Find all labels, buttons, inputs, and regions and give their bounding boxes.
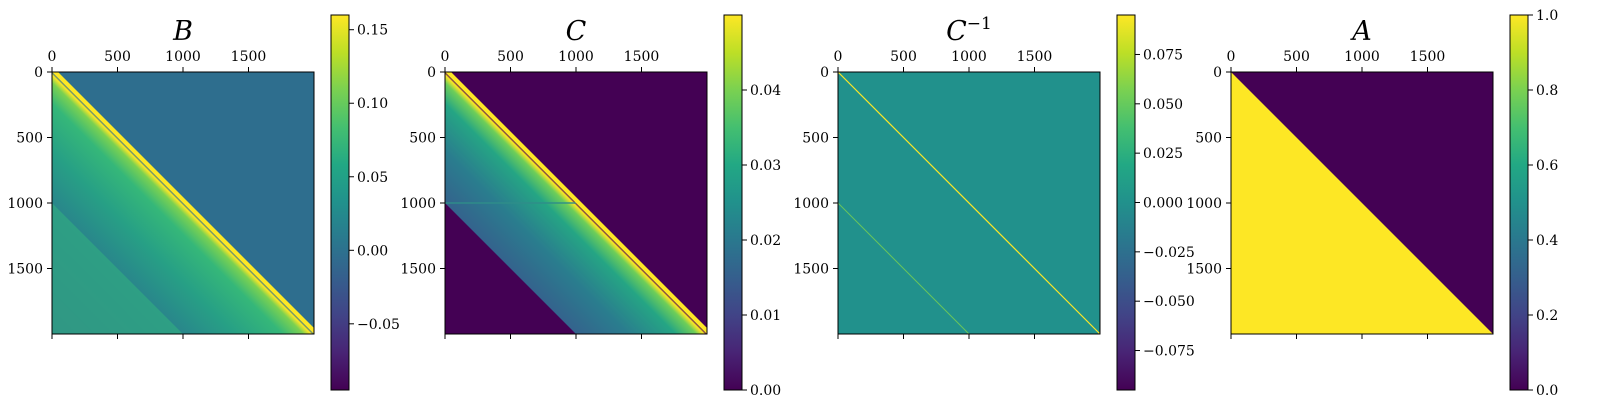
panel-title: A [1349,16,1372,47]
y-tick-label: 1500 [793,262,829,278]
heatmap-diagonal [837,71,1101,335]
x-tick-label: 500 [104,49,131,65]
colorbar-tick-label: 0.025 [1143,146,1183,162]
x-tick-label: 1500 [624,49,660,65]
heatmap-panel-1: 0 500 1000 1500 0 500 1000 1500 B −0.05 0.00 0.05 0.… [7,14,400,391]
x-tick-label: 500 [890,49,917,65]
colorbar: −0.075 −0.050 −0.025 0.000 0.025 0.050 0.075 [1116,14,1195,391]
colorbar: 0.00 0.01 0.02 0.03 0.04 [723,14,781,399]
x-tick-label: 0 [1227,49,1236,65]
colorbar-tick-label: −0.05 [357,317,400,333]
x-tick-label: 1000 [165,49,201,65]
y-tick-label: 0 [1213,65,1222,81]
colorbar-gradient [1509,14,1529,391]
colorbar-tick-label: 0.4 [1536,233,1558,249]
panel-title: C−1 [946,14,992,47]
heatmap-diagonal [445,72,707,334]
y-tick-label: 0 [34,65,43,81]
colorbar-tick-label: 0.0 [1536,383,1558,399]
colorbar-gradient [330,14,350,391]
x-tick-label: 1500 [1410,49,1446,65]
colorbar-tick-label: −0.075 [1143,344,1195,360]
colorbar-tick-label: 0.02 [750,233,781,249]
colorbar-tick-label: 0.04 [750,83,781,99]
colorbar-tick-label: 0.050 [1143,97,1183,113]
x-tick-label: 1500 [1017,49,1053,65]
heatmap-panel-3: 0 500 1000 1500050010001500C−1−0.075−0.050−… [793,14,1195,391]
colorbar-tick-label: 0.8 [1536,83,1558,99]
colorbar-tick-label: 0.03 [750,158,781,174]
colorbar-gradient [1116,14,1136,391]
y-tick-label: 1000 [400,196,436,212]
y-tick-label: 1000 [1186,196,1222,212]
colorbar-tick-label: 0.10 [357,96,388,112]
heatmap-lower-triangle [1231,72,1493,334]
x-tick-label: 0 [48,49,57,65]
x-tick-label: 500 [1283,49,1310,65]
y-tick-label: 1500 [1186,262,1222,278]
x-tick-label: 1000 [558,49,594,65]
heatmap-diagonal [52,72,314,334]
colorbar-tick-label: 0.075 [1143,47,1183,63]
y-tick-label: 1000 [7,196,43,212]
heatmap-secondary-block [52,203,183,334]
y-tick-label: 500 [802,131,829,147]
colorbar-tick-label: 0.2 [1536,308,1558,324]
x-tick-label: 1000 [1344,49,1380,65]
y-tick-label: 1500 [400,262,436,278]
colorbar-tick-label: −0.050 [1143,294,1195,310]
x-tick-label: 500 [497,49,524,65]
colorbar-tick-label: 0.01 [750,308,781,324]
colorbar: −0.05 0.00 0.05 0.10 0.15 [330,14,400,391]
y-tick-label: 500 [16,131,43,147]
y-tick-label: 1000 [793,196,829,212]
y-tick-label: 1500 [7,262,43,278]
heatmap-zero-block [445,203,576,334]
colorbar-tick-label: −0.025 [1143,245,1195,261]
y-tick-label: 500 [409,131,436,147]
colorbar-tick-label: 0.00 [750,383,781,399]
x-tick-label: 0 [834,49,843,65]
panel-title-superscript: −1 [967,14,992,34]
x-tick-label: 0 [441,49,450,65]
colorbar-tick-label: 0.00 [357,243,388,259]
panel-title: C [566,16,587,47]
colorbar-tick-label: 1.0 [1536,8,1558,24]
y-tick-label: 500 [1195,131,1222,147]
colorbar-tick-label: 0.6 [1536,158,1558,174]
y-tick-label: 0 [820,65,829,81]
colorbar-tick-label: 0.000 [1143,196,1183,212]
x-tick-label: 1500 [231,49,267,65]
heatmap-panel-2: 0 500 1000 1500050010001500C0.000.010.020.0… [400,14,781,399]
colorbar-gradient [723,14,743,391]
heatmap-panel-4: 0 500 1000 1500 0 500 1000 1500 A 0.0 0.2 0.4 0.6 0.8… [1186,8,1558,399]
y-tick-label: 0 [427,65,436,81]
colorbar-tick-label: 0.15 [357,23,388,39]
x-tick-label: 1000 [951,49,987,65]
colorbar: 0.0 0.2 0.4 0.6 0.8 1.0 [1509,8,1558,399]
heatmap-subdiagonal [837,202,970,335]
colorbar-tick-label: 0.05 [357,170,388,186]
panel-title: B [172,16,193,47]
